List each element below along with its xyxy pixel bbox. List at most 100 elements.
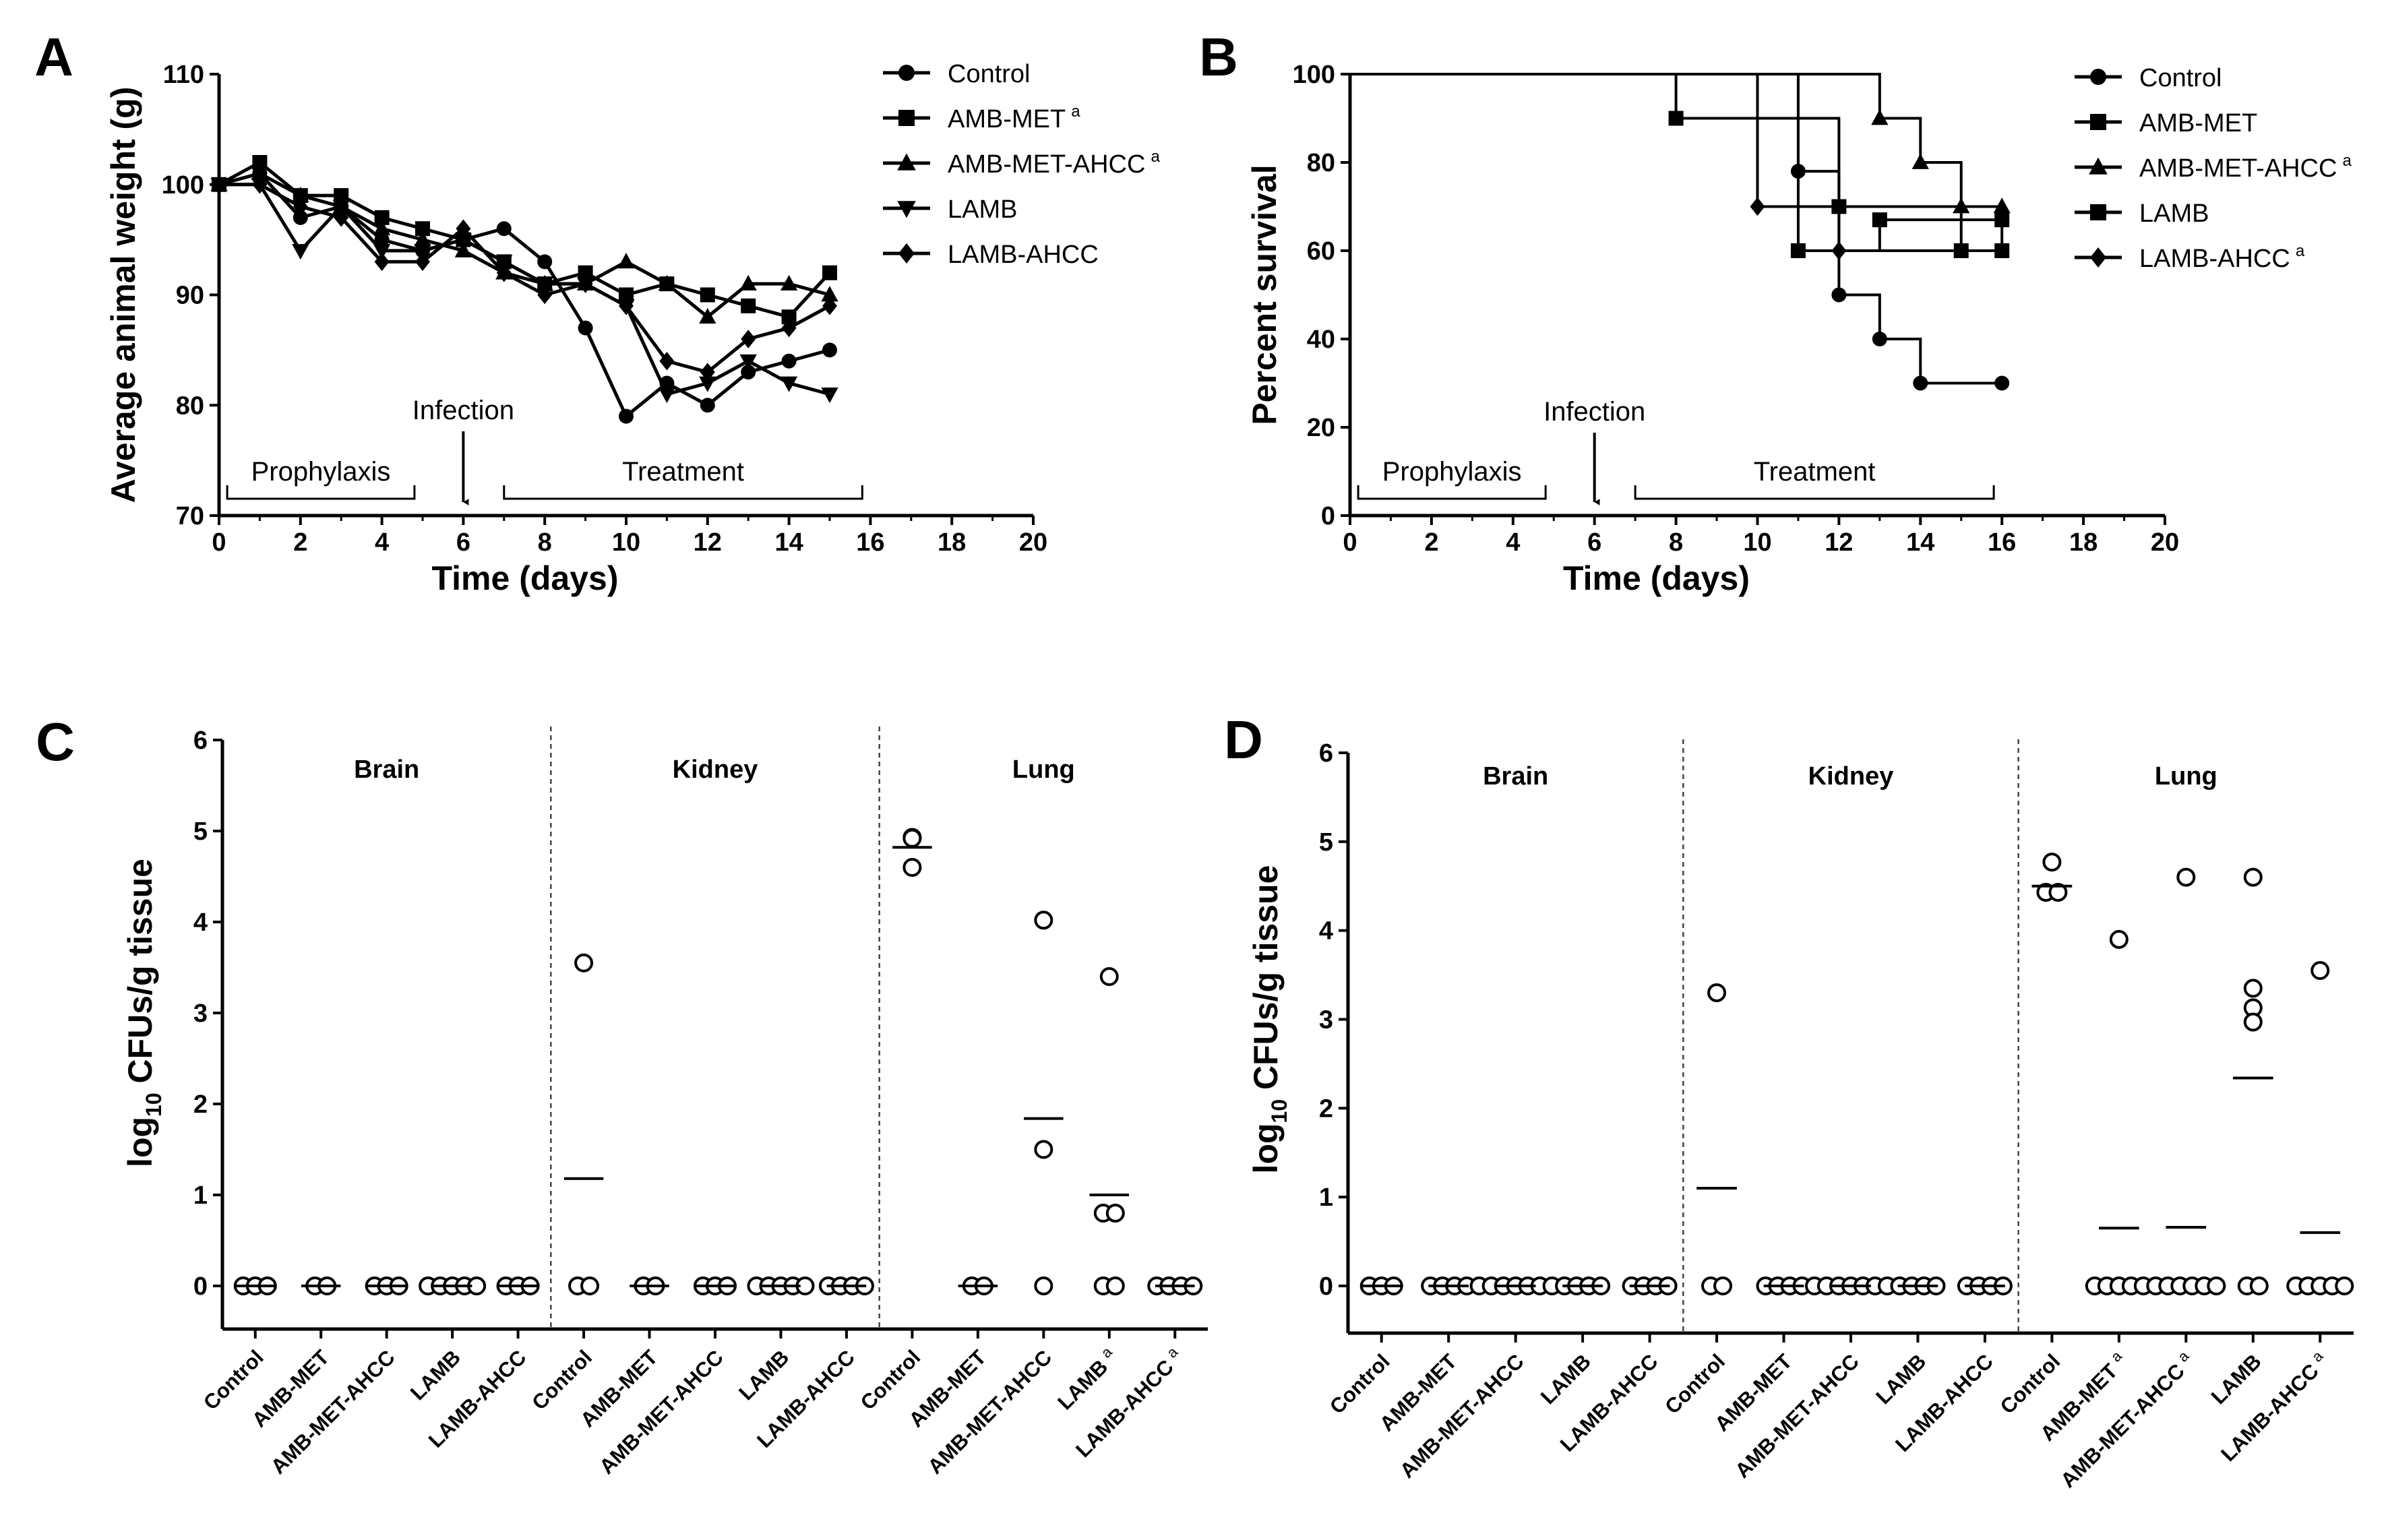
data-point [699,308,716,324]
legend-label-text: AMB-MET [2139,109,2257,137]
y-tick-label: 3 [1319,1006,1333,1035]
legend-marker [897,201,916,218]
data-point [1831,287,1847,303]
data-point [1707,983,1727,1002]
data-point [1872,212,1887,228]
category-label-text: Control [1325,1349,1395,1419]
treatment-bracket [1634,485,1995,500]
legend-label: AMB-MET [2139,109,2257,137]
series-line [1350,73,2002,252]
y-title-part: CFUs/g tissue [121,859,159,1092]
category-label: AMB-MET-AHCC [266,1345,400,1479]
y-tick-label: 40 [1307,326,1335,354]
tissue-title: Lung [2155,762,2217,791]
x-tick-label: 12 [1825,528,1853,557]
data-point [578,265,593,280]
series-line [219,183,830,396]
x-tick-label: 10 [612,528,640,557]
data-point [496,221,512,237]
data-point [1871,109,1889,125]
data-point [2243,1012,2263,1032]
category-label-superscript: a [2308,1347,2327,1365]
y-tick-label: 80 [1307,149,1335,177]
category-label: LAMBa [1051,1343,1123,1415]
legend-label: AMB-MET-AHCC a [948,148,1160,179]
data-point [741,330,756,348]
data-point [780,274,798,291]
legend-label-superscript: a [2342,152,2352,170]
data-point [212,175,226,194]
category-label-text: LAMB [1536,1349,1595,1409]
category-label: LAMB [1871,1349,1930,1409]
data-point [537,254,553,270]
data-point [700,398,715,413]
data-point [373,220,391,236]
legend-label: AMB-MET-AHCC a [2139,152,2352,183]
category-label: LAMB-AHCCa [2214,1347,2333,1466]
y-title-part: log [1247,1123,1285,1173]
category-label: AMB-MET-AHCC [594,1345,728,1479]
x-tick-label: 18 [938,528,966,557]
category-label: AMB-MET-AHCC [923,1345,1057,1479]
data-point [619,287,634,303]
data-point [1668,111,1684,126]
category-label-text: LAMB [734,1345,793,1405]
y-tick-label: 80 [176,392,204,420]
category-label: Control [1996,1349,2065,1419]
tissue-title: Kidney [673,756,758,784]
y-tick-label: 110 [163,61,204,89]
data-point [536,277,553,293]
data-point [658,387,676,404]
legend-label-text: AMB-MET [948,105,1066,133]
tissue-title: Lung [1012,756,1075,784]
data-point [1713,1276,1733,1295]
data-point [1911,153,1929,169]
x-tick-label: 2 [293,528,307,557]
data-point [374,252,390,272]
y-tick-label: 5 [1319,828,1333,857]
data-point [1831,241,1847,260]
y-tick-label: 90 [176,282,204,310]
treatment-bracket [503,485,863,500]
data-point [1750,197,1765,216]
x-tick-label: 8 [1669,528,1683,557]
legend-label-text: Control [2139,64,2222,92]
data-point [700,363,715,381]
data-point [1953,197,1970,214]
data-point [2243,867,2263,887]
category-label: LAMB [1536,1349,1595,1409]
x-tick-label: 6 [456,528,470,557]
data-point [739,274,757,291]
data-point [781,318,797,338]
data-point [251,164,269,181]
data-point [334,188,349,204]
category-label: LAMB [406,1345,465,1405]
category-label-text: AMB-MET-AHCC [1730,1349,1864,1483]
legend-marker [2090,204,2106,220]
data-point [741,298,756,313]
data-point [741,365,756,380]
category-label-text: LAMB [406,1345,465,1405]
prophylaxis-label: Prophylaxis [251,457,391,487]
panel-letter: D [1224,710,1263,770]
data-point [2335,1276,2354,1295]
x-tick-label: 0 [1343,528,1357,557]
category-label: LAMB [2207,1349,2266,1409]
y-tick-label: 100 [1293,61,1335,89]
treatment-label: Treatment [1754,457,1876,487]
y-tick-label: 6 [1319,739,1333,768]
series-line [219,183,831,374]
x-tick-label: 4 [1506,528,1520,557]
legend-marker [897,153,916,171]
panel-letter: A [34,27,73,87]
data-point [2243,979,2263,998]
y-axis-title: log10 CFUs/g tissue [121,859,166,1167]
category-label-text: LAMB [1871,1349,1930,1409]
data-point [415,221,430,237]
data-point [2048,882,2068,902]
category-label: LAMB-AHCCa [1069,1343,1188,1462]
tissue-title: Brain [1483,762,1548,791]
panel-letter: C [36,712,75,772]
data-point [574,953,594,973]
data-point [414,230,431,247]
